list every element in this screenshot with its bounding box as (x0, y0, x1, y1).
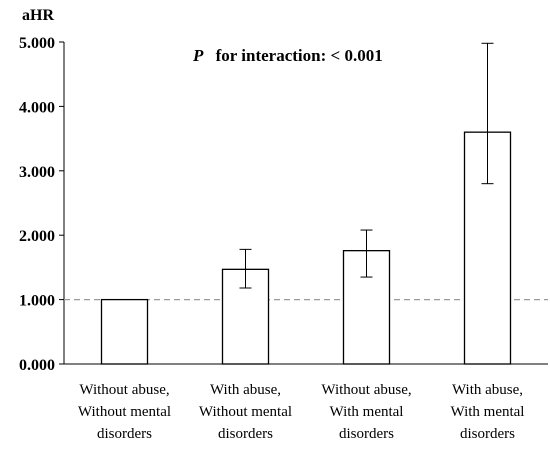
y-tick-label: 1.000 (19, 293, 55, 310)
x-category-label: With mental (330, 404, 404, 420)
annotation-text: for interaction: < 0.001 (216, 46, 383, 65)
x-category-label: With mental (451, 404, 525, 420)
x-category-label: Without abuse, (321, 382, 411, 398)
bars (100, 131, 512, 365)
interaction-annotation: P for interaction: < 0.001 (192, 46, 383, 65)
x-category-label: disorders (339, 426, 394, 442)
x-category-label: With abuse, (210, 382, 281, 398)
x-category-label: Without mental (78, 404, 171, 420)
annotation-p: P (192, 46, 204, 65)
x-category-label: disorders (460, 426, 515, 442)
y-tick-labels: 0.000 1.000 2.000 3.000 4.000 5.000 (19, 35, 64, 374)
y-tick-label: 2.000 (19, 228, 55, 245)
x-category-label: Without mental (199, 404, 292, 420)
bar (100, 298, 149, 365)
x-category-label: disorders (218, 426, 273, 442)
y-tick-label: 4.000 (19, 99, 55, 116)
x-category-labels: Without abuse, Without mental disorders Wit… (78, 382, 525, 442)
y-tick-label: 0.000 (19, 357, 55, 374)
x-category-label: With abuse, (452, 382, 523, 398)
x-category-label: Without abuse, (79, 382, 169, 398)
error-bars (239, 42, 494, 289)
y-axis-label: aHR (22, 7, 54, 24)
y-tick-label: 5.000 (19, 35, 55, 52)
x-category-label: disorders (97, 426, 152, 442)
y-tick-label: 3.000 (19, 164, 55, 181)
